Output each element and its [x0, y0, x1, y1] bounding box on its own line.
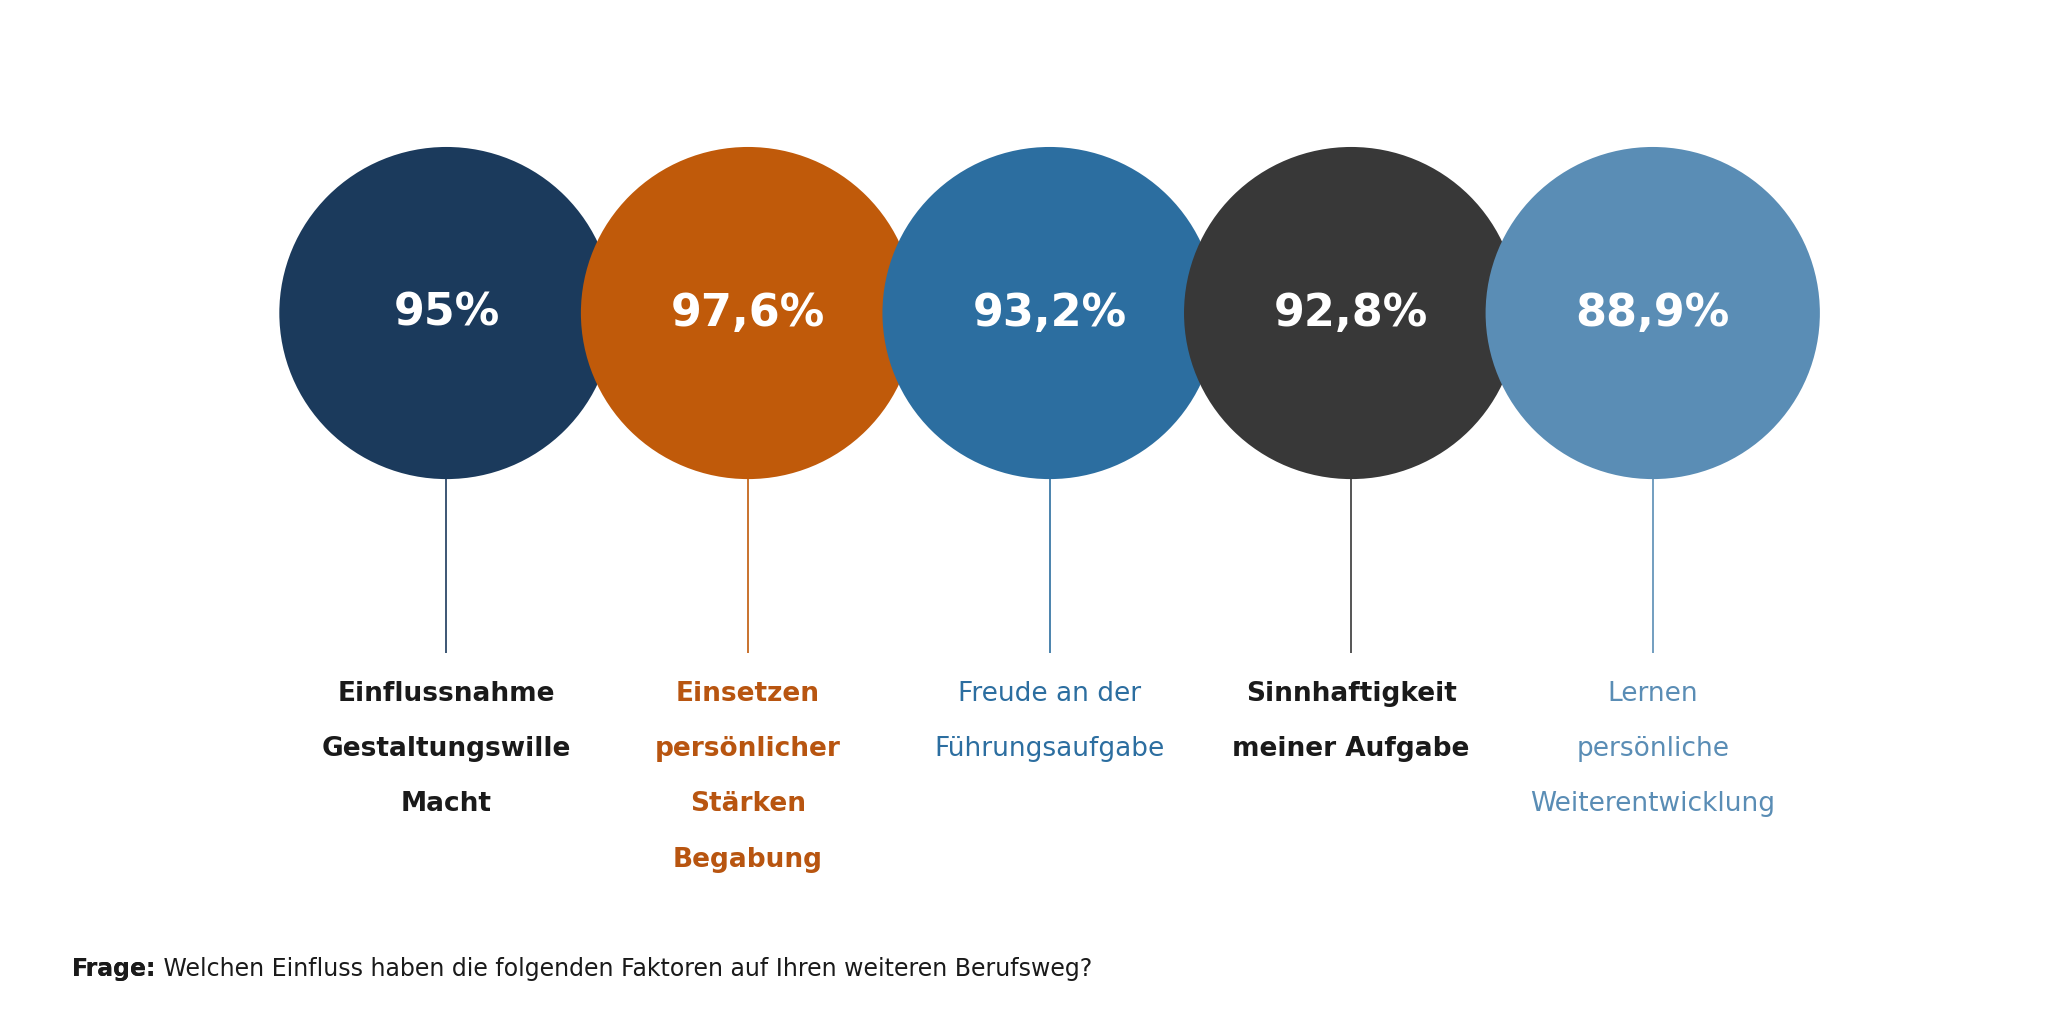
Text: Stärken: Stärken	[690, 792, 807, 817]
Text: Gestaltungswille: Gestaltungswille	[322, 736, 571, 762]
Text: Frage:: Frage:	[72, 957, 156, 981]
Text: Einflussnahme: Einflussnahme	[338, 681, 555, 707]
Text: Einsetzen: Einsetzen	[676, 681, 819, 707]
Text: Macht: Macht	[401, 792, 492, 817]
Text: Begabung: Begabung	[674, 847, 823, 873]
Text: 88,9%: 88,9%	[1575, 292, 1731, 335]
Text: Weiterentwicklung: Weiterentwicklung	[1530, 792, 1776, 817]
Text: Führungsaufgabe: Führungsaufgabe	[934, 736, 1165, 762]
Text: 97,6%: 97,6%	[672, 292, 825, 335]
Text: Welchen Einfluss haben die folgenden Faktoren auf Ihren weiteren Berufsweg?: Welchen Einfluss haben die folgenden Fak…	[156, 957, 1092, 981]
Text: Freude an der: Freude an der	[958, 681, 1141, 707]
Text: Sinnhaftigkeit: Sinnhaftigkeit	[1245, 681, 1456, 707]
Ellipse shape	[883, 147, 1217, 479]
Text: persönliche: persönliche	[1577, 736, 1729, 762]
Ellipse shape	[1184, 147, 1518, 479]
Text: meiner Aufgabe: meiner Aufgabe	[1233, 736, 1470, 762]
Text: persönlicher: persönlicher	[655, 736, 842, 762]
Text: 92,8%: 92,8%	[1274, 292, 1427, 335]
Text: 95%: 95%	[393, 292, 500, 335]
Ellipse shape	[582, 147, 915, 479]
Text: 93,2%: 93,2%	[973, 292, 1126, 335]
Text: Frage:: Frage:	[72, 957, 156, 981]
Text: Lernen: Lernen	[1608, 681, 1698, 707]
Ellipse shape	[279, 147, 614, 479]
Ellipse shape	[1485, 147, 1821, 479]
